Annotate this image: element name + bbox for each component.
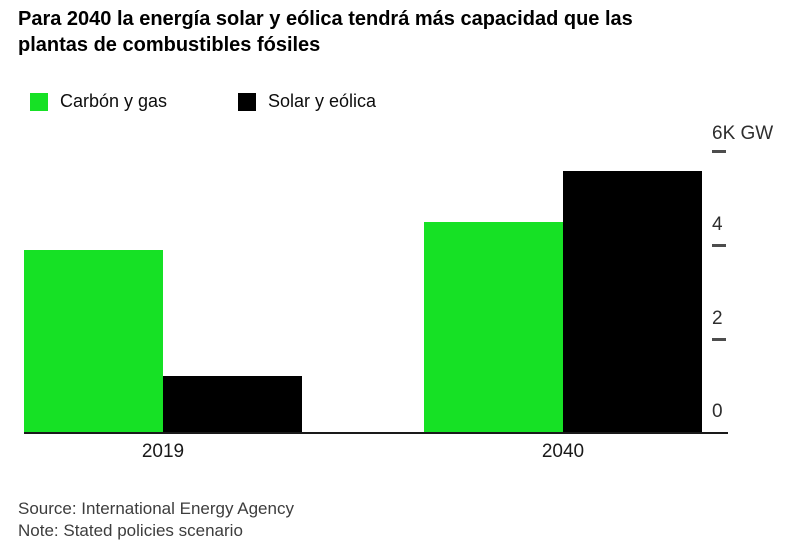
source-note: Source: International Energy Agency Note… — [18, 498, 294, 542]
bar-2019-carbon-y-gas — [24, 250, 163, 432]
bar-2040-solar-y-eolica — [563, 171, 702, 432]
bar-2019-solar-y-eolica — [163, 376, 302, 432]
source-line: Source: International Energy Agency — [18, 499, 294, 518]
chart-title: Para 2040 la energía solar y eólica tend… — [18, 6, 633, 58]
y-axis-label-2: 2 — [712, 308, 723, 329]
y-axis-tick-4 — [712, 244, 726, 247]
y-axis-label-0: 0 — [712, 401, 723, 422]
legend-swatch-solar-y-eolica — [238, 92, 256, 111]
legend-label-carbon-y-gas: Carbón y gas — [60, 91, 168, 111]
legend-item-solar-y-eolica: Solar y eólica — [238, 91, 376, 112]
y-axis-label-4: 4 — [712, 214, 723, 235]
y-axis-tick-2 — [712, 338, 726, 341]
note-line: Note: Stated policies scenario — [18, 521, 243, 540]
chart-title-line2: plantas de combustibles fósiles — [18, 34, 321, 56]
legend-item-carbon-y-gas: Carbón y gas — [30, 91, 167, 112]
bar-2040-carbon-y-gas — [424, 222, 563, 432]
y-axis-tick-6 — [712, 150, 726, 153]
x-axis-line — [24, 432, 728, 434]
x-axis-label-2040: 2040 — [541, 441, 585, 462]
x-axis-label-2019: 2019 — [141, 441, 185, 462]
y-axis-label-6k-gw: 6K GW — [712, 123, 774, 144]
chart-title-line1: Para 2040 la energía solar y eólica tend… — [18, 8, 633, 30]
legend-label-solar-y-eolica: Solar y eólica — [268, 91, 377, 111]
legend-swatch-carbon-y-gas — [30, 92, 48, 111]
